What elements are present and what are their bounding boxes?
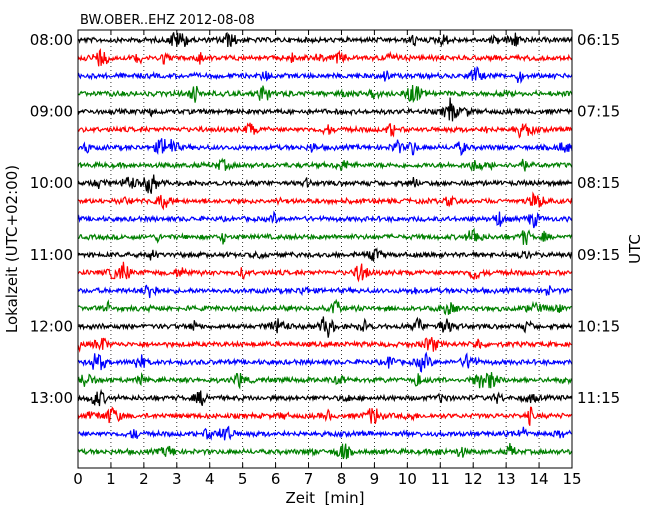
x-tick-label: 6 [271, 470, 281, 488]
x-tick-label: 10 [398, 470, 417, 488]
right-time-label: 09:15 [577, 246, 620, 264]
seismic-trace-1045 [78, 227, 573, 246]
x-tick-label: 11 [431, 470, 450, 488]
seismic-trace-1200 [77, 316, 573, 338]
right-y-axis-label: UTC [626, 234, 644, 264]
x-axis: 0 1 2 3 4 5 6 7 8 9 10 11 12 13 14 15 [73, 30, 582, 488]
x-tick-label: 9 [370, 470, 380, 488]
seismic-traces [77, 32, 573, 460]
seismic-trace-1245 [77, 371, 573, 390]
left-time-label: 08:00 [30, 31, 73, 49]
seismic-trace-0945 [77, 157, 573, 172]
seismic-trace-1230 [77, 351, 573, 373]
x-tick-label: 4 [205, 470, 215, 488]
seismic-trace-0815 [77, 47, 573, 67]
left-time-label: 09:00 [30, 103, 73, 121]
x-tick-label: 2 [139, 470, 149, 488]
seismic-trace-1100 [77, 247, 573, 262]
x-tick-label: 8 [337, 470, 347, 488]
seismic-trace-1115 [77, 261, 573, 283]
seismic-trace-0800 [77, 32, 573, 48]
seismic-trace-1215 [77, 337, 573, 353]
seismic-trace-0915 [77, 122, 573, 139]
x-tick-label: 3 [172, 470, 182, 488]
left-y-axis-label: Lokalzeit (UTC+02:00) [3, 165, 21, 333]
seismic-trace-1345 [77, 443, 573, 460]
right-time-label: 07:15 [577, 103, 620, 121]
seismic-trace-0845 [77, 84, 573, 104]
left-time-label: 12:00 [30, 317, 73, 335]
x-tick-label: 1 [106, 470, 116, 488]
seismic-trace-1300 [77, 388, 573, 407]
x-tick-label: 14 [530, 470, 549, 488]
x-tick-label: 15 [562, 470, 581, 488]
plot-frame [77, 29, 573, 469]
x-tick-label: 12 [464, 470, 483, 488]
seismic-trace-1145 [77, 298, 573, 316]
chart-title: BW.OBER..EHZ 2012-08-08 [80, 13, 255, 28]
seismic-trace-1315 [77, 406, 573, 426]
left-time-label: 10:00 [30, 174, 73, 192]
seismic-trace-0830 [77, 65, 573, 84]
right-time-axis: 06:15 07:15 08:15 09:15 10:15 11:15 [567, 31, 620, 407]
x-tick-label: 7 [304, 470, 314, 488]
seismic-trace-0930 [77, 138, 573, 157]
seismic-trace-1130 [77, 284, 573, 299]
seismic-trace-0900 [77, 97, 573, 122]
vertical-grid [110, 30, 540, 468]
left-time-axis: 08:00 09:00 10:00 11:00 12:00 13:00 [30, 31, 83, 407]
seismic-trace-1000 [77, 174, 573, 194]
x-tick-label: 5 [238, 470, 248, 488]
x-tick-label: 13 [497, 470, 516, 488]
seismic-trace-1330 [77, 425, 573, 441]
left-time-label: 13:00 [30, 389, 73, 407]
seismic-trace-1030 [77, 210, 573, 229]
right-time-label: 06:15 [577, 31, 620, 49]
seismic-trace-1015 [77, 191, 573, 211]
right-time-label: 08:15 [577, 174, 620, 192]
x-axis-label: Zeit [min] [285, 489, 364, 507]
right-time-label: 10:15 [577, 317, 620, 335]
x-tick-label: 0 [73, 470, 83, 488]
left-time-label: 11:00 [30, 246, 73, 264]
right-time-label: 11:15 [577, 389, 620, 407]
